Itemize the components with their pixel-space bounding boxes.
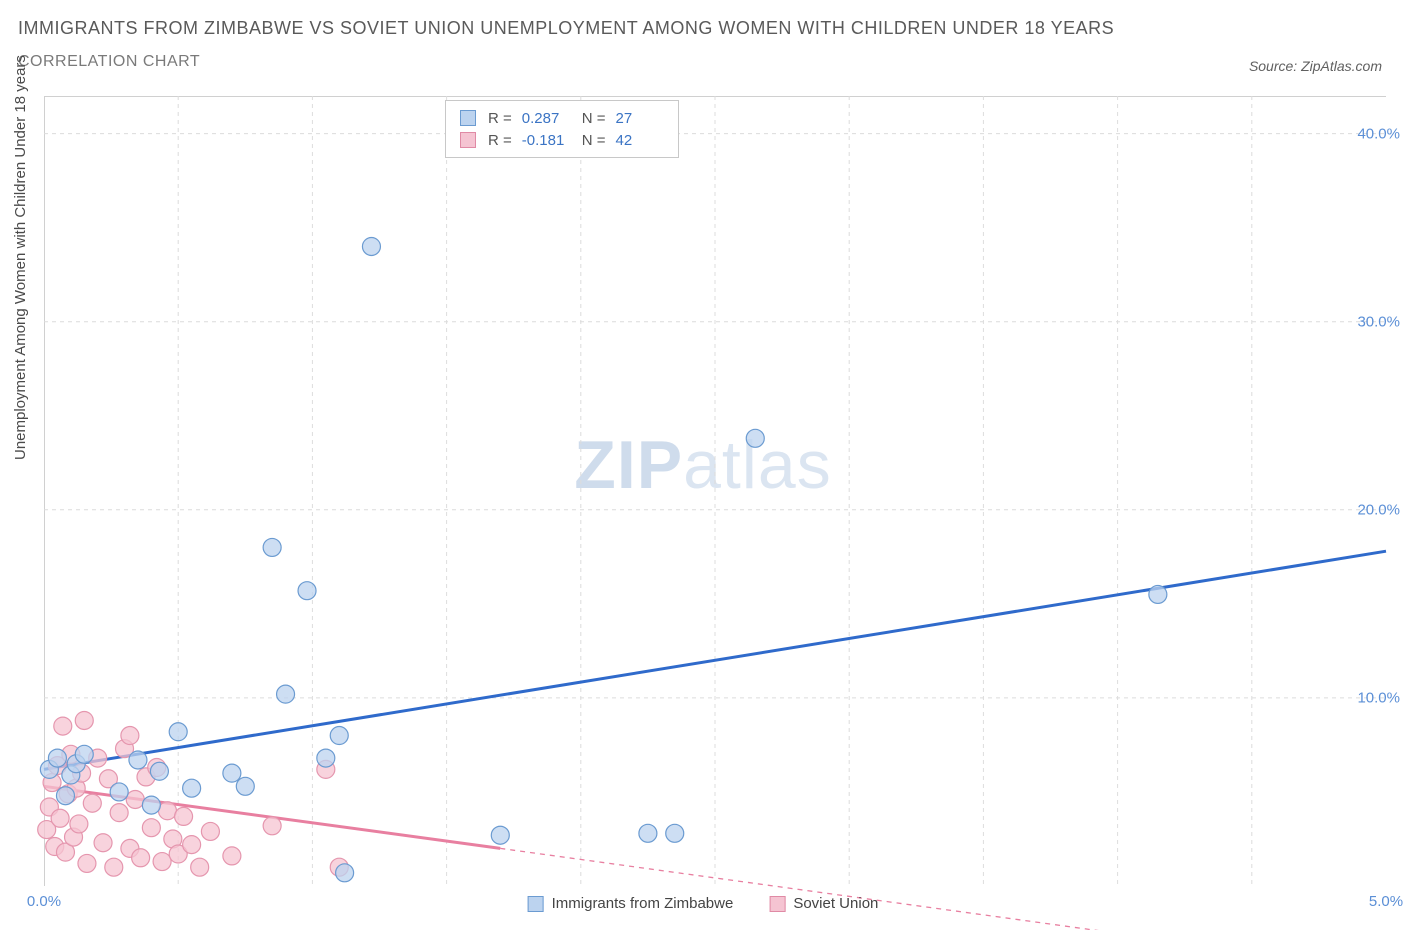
swatch-pink-icon xyxy=(769,896,785,912)
swatch-blue-icon xyxy=(528,896,544,912)
r-label: R = xyxy=(488,132,512,149)
swatch-blue-icon xyxy=(460,110,476,126)
page-subtitle: CORRELATION CHART xyxy=(18,53,1406,71)
y-axis-label: Unemployment Among Women with Children U… xyxy=(12,55,29,460)
scatter-chart xyxy=(44,96,1386,886)
r-value-zimbabwe: 0.287 xyxy=(522,110,570,127)
r-label: R = xyxy=(488,110,512,127)
legend-item-soviet: Soviet Union xyxy=(769,895,878,912)
y-tick-label: 40.0% xyxy=(1357,125,1400,142)
x-tick-label: 0.0% xyxy=(27,893,61,910)
legend-label-soviet: Soviet Union xyxy=(793,895,878,912)
swatch-pink-icon xyxy=(460,132,476,148)
stats-row-soviet: R = -0.181 N = 42 xyxy=(460,129,664,151)
y-tick-label: 20.0% xyxy=(1357,501,1400,518)
n-value-soviet: 42 xyxy=(616,132,664,149)
y-tick-label: 10.0% xyxy=(1357,689,1400,706)
legend-label-zimbabwe: Immigrants from Zimbabwe xyxy=(552,895,734,912)
page-title: IMMIGRANTS FROM ZIMBABWE VS SOVIET UNION… xyxy=(18,18,1406,39)
legend-item-zimbabwe: Immigrants from Zimbabwe xyxy=(528,895,734,912)
n-value-zimbabwe: 27 xyxy=(616,110,664,127)
n-label: N = xyxy=(582,110,606,127)
source-attribution: Source: ZipAtlas.com xyxy=(1249,58,1382,74)
correlation-stats-box: R = 0.287 N = 27 R = -0.181 N = 42 xyxy=(445,100,679,158)
n-label: N = xyxy=(582,132,606,149)
x-tick-label: 5.0% xyxy=(1369,893,1403,910)
stats-row-zimbabwe: R = 0.287 N = 27 xyxy=(460,107,664,129)
y-tick-label: 30.0% xyxy=(1357,313,1400,330)
r-value-soviet: -0.181 xyxy=(522,132,570,149)
legend: Immigrants from Zimbabwe Soviet Union xyxy=(528,895,879,912)
